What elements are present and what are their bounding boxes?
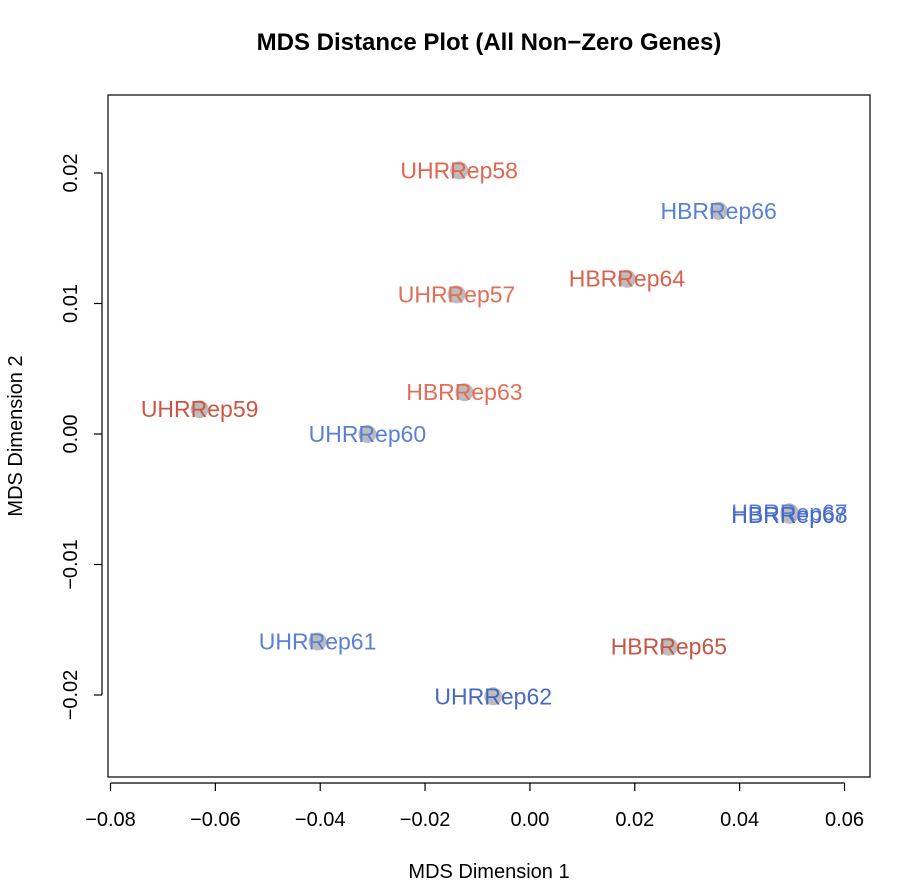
y-axis: −0.02 −0.01 0.00 0.01 0.02 (60, 154, 103, 721)
y-tick-label: 0.02 (60, 154, 82, 193)
data-point (617, 269, 636, 288)
x-tick-label: 0.00 (510, 809, 549, 831)
point-label: UHRRep59 (141, 396, 259, 422)
point-label: HBRRep68 (731, 502, 847, 528)
x-tick-label: −0.08 (85, 809, 136, 831)
x-tick-label: 0.02 (615, 809, 654, 831)
point-label: HBRRep67 (731, 499, 847, 525)
point-label: UHRRep60 (309, 421, 427, 447)
x-axis: −0.08 −0.06 −0.04 −0.02 0.00 0.02 0.04 0.06 (85, 782, 864, 831)
data-point (709, 201, 728, 220)
y-tick-label: −0.02 (60, 670, 82, 721)
point-label: UHRRep58 (400, 157, 518, 183)
data-point (447, 285, 466, 304)
y-tick-label: 0.01 (60, 284, 82, 323)
plot-frame (107, 94, 871, 778)
x-tick-label: −0.06 (190, 809, 241, 831)
point-label: UHRRep57 (398, 281, 516, 307)
data-point (780, 505, 799, 524)
point-label: HBRRep66 (660, 198, 776, 224)
data-point (455, 383, 474, 402)
x-tick-label: −0.04 (295, 809, 346, 831)
x-axis-title: MDS Dimension 1 (408, 861, 569, 883)
point-label: HBRRep63 (406, 379, 522, 405)
y-axis-title: MDS Dimension 2 (5, 355, 27, 516)
x-tick-label: −0.02 (400, 809, 451, 831)
point-labels: UHRRep58 HBRRep66 HBRRep64 UHRRep57 HBRRep63… (141, 157, 848, 709)
data-point (358, 425, 377, 443)
data-point (450, 161, 469, 180)
x-tick-label: 0.04 (720, 809, 759, 831)
x-tick-label: 0.06 (825, 809, 864, 831)
point-label: HBRRep65 (611, 634, 727, 660)
data-point (308, 632, 327, 651)
data-points (190, 161, 799, 706)
point-label: UHRRep62 (434, 683, 552, 709)
y-tick-label: 0.00 (60, 415, 82, 454)
data-point (190, 400, 209, 419)
data-point (484, 687, 503, 706)
point-label: UHRRep61 (259, 628, 377, 654)
point-label: HBRRep64 (569, 266, 686, 292)
y-tick-label: −0.01 (60, 539, 82, 590)
chart-title: MDS Distance Plot (All Non−Zero Genes) (257, 29, 722, 56)
data-point (659, 637, 678, 656)
